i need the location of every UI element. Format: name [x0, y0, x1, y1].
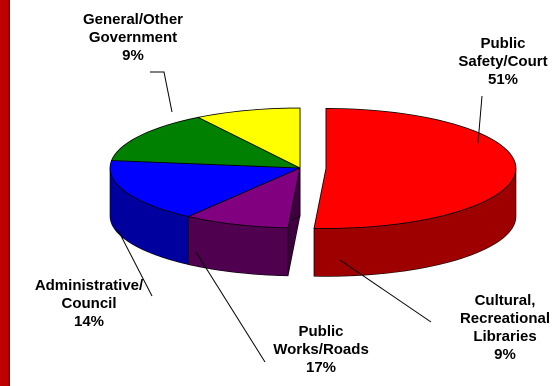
- slice-cultural: [187, 167, 301, 229]
- slice-label-line: 51%: [488, 71, 518, 88]
- slice-label-cultural: Cultural, Recreational Libraries 9%: [460, 292, 550, 363]
- slice-label-administrative: Administrative/Council 14%: [35, 277, 144, 330]
- slice-label-line: 9%: [122, 47, 144, 64]
- slice-labels: Public Safety/Court 51%Cultural, Recreation…: [35, 11, 550, 376]
- slice-public_safety: [313, 108, 517, 229]
- slice-label-line: 9%: [494, 346, 516, 363]
- slice-label-line: 14%: [74, 313, 104, 330]
- leader-line-cultural: [339, 259, 432, 323]
- slice-public_works: [109, 160, 301, 217]
- slice-label-line: General/Other: [83, 11, 183, 28]
- slice-label-general: General/Other Government 9%: [83, 11, 183, 64]
- slice-label-line: Recreational: [460, 310, 550, 327]
- slice-label-line: Cultural,: [475, 292, 536, 309]
- slice-administrative: [110, 116, 301, 169]
- slice-label-line: 17%: [306, 359, 336, 376]
- leader-line-public_works: [195, 251, 266, 363]
- slice-label-line: Government: [89, 29, 177, 46]
- slice-label-line: Administrative/: [35, 277, 144, 294]
- slice-label-line: Public: [480, 35, 525, 52]
- slice-label-public_safety: Public Safety/Court 51%: [458, 35, 547, 88]
- slice-label-line: Public: [298, 323, 343, 340]
- label-leader-lines: [117, 71, 483, 363]
- slice-label-line: Works/Roads: [273, 341, 369, 358]
- left-accent-bar: [0, 0, 8, 386]
- slice-label-public_works: Public Works/Roads 17%: [273, 323, 369, 376]
- leader-line-public_safety: [477, 95, 483, 144]
- slice-label-line: Council: [62, 295, 117, 312]
- slice-label-line: Libraries: [473, 328, 536, 345]
- leader-line-administrative: [117, 229, 153, 297]
- slice-general: [196, 107, 301, 169]
- pie-slice-tops: [109, 107, 517, 229]
- left-accent-bar-edge: [8, 0, 10, 386]
- leader-line-general: [150, 71, 173, 113]
- slice-label-line: Safety/Court: [458, 53, 547, 70]
